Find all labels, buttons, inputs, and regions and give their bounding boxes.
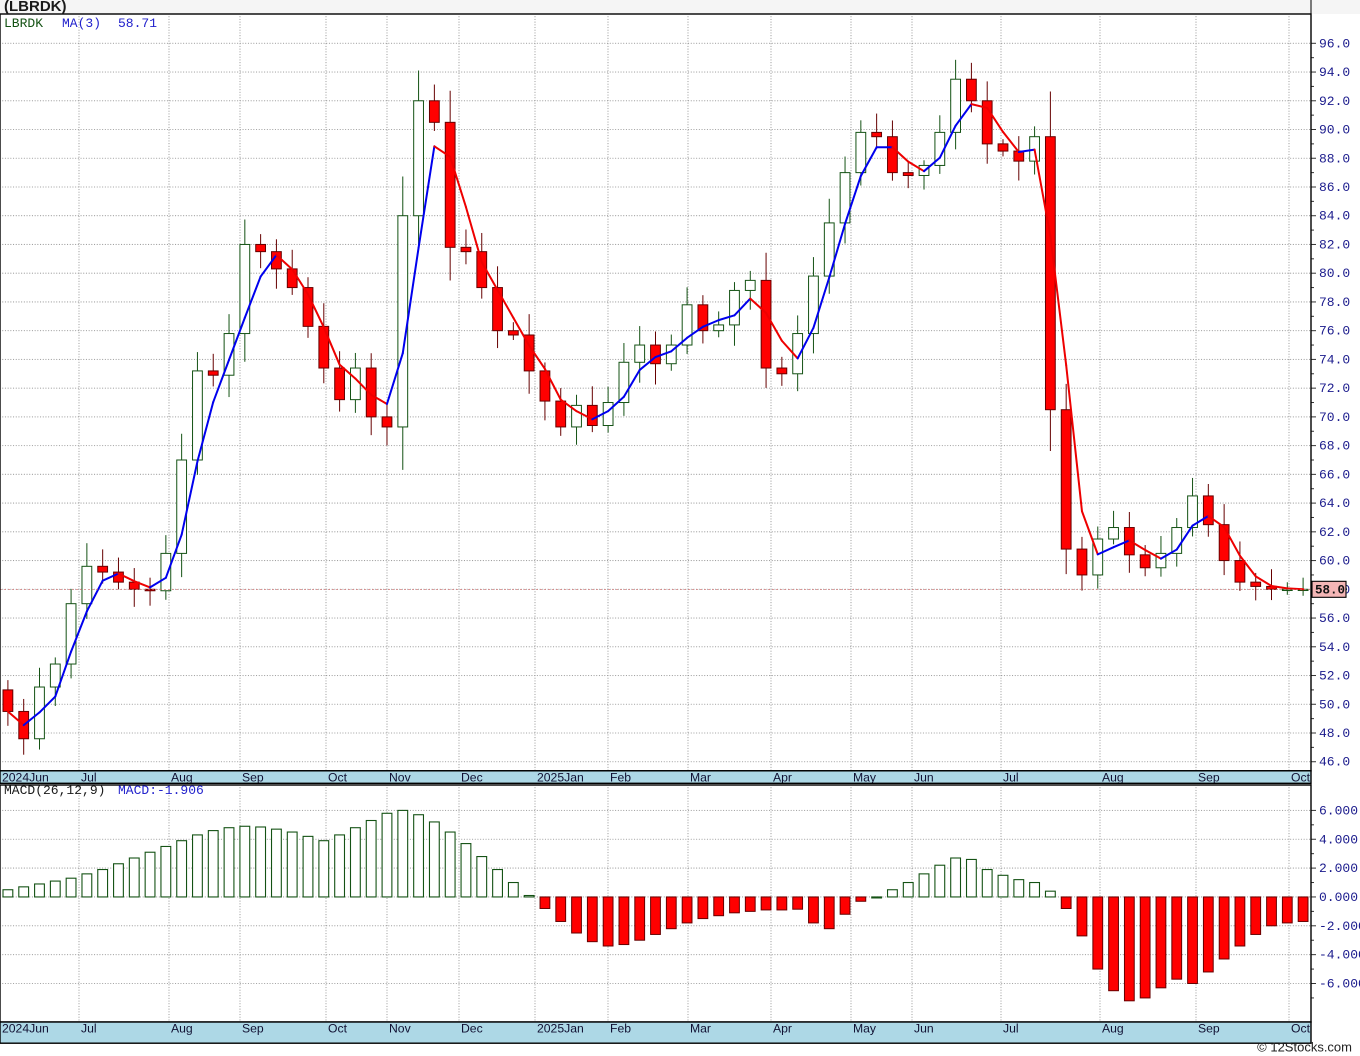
svg-text:Apr: Apr — [773, 770, 792, 784]
svg-text:2025Jan: 2025Jan — [537, 1022, 584, 1036]
svg-text:48.0: 48.0 — [1319, 726, 1350, 741]
svg-text:52.0: 52.0 — [1319, 669, 1350, 684]
svg-text:Sep: Sep — [1198, 1022, 1220, 1036]
svg-text:MA(3): MA(3) — [62, 16, 101, 31]
svg-text:54.0: 54.0 — [1319, 640, 1350, 655]
svg-text:Sep: Sep — [242, 1022, 264, 1036]
svg-text:60.0: 60.0 — [1319, 554, 1350, 569]
svg-text:Aug: Aug — [1102, 770, 1124, 784]
svg-text:Oct: Oct — [328, 1022, 348, 1036]
svg-text:Sep: Sep — [242, 770, 264, 784]
svg-text:May: May — [853, 1022, 877, 1036]
svg-text:© 12Stocks.com: © 12Stocks.com — [1257, 1040, 1352, 1055]
svg-text:Oct: Oct — [1291, 770, 1311, 784]
svg-text:46.0: 46.0 — [1319, 755, 1350, 770]
svg-text:6.000: 6.000 — [1319, 803, 1358, 818]
svg-text:Nov: Nov — [389, 770, 412, 784]
svg-text:-4.000: -4.000 — [1319, 948, 1360, 963]
svg-text:80.0: 80.0 — [1319, 266, 1350, 281]
svg-text:Aug: Aug — [171, 1022, 193, 1036]
svg-text:64.0: 64.0 — [1319, 496, 1350, 511]
svg-text:-2.000: -2.000 — [1319, 919, 1360, 934]
svg-text:74.0: 74.0 — [1319, 352, 1350, 367]
svg-text:Mar: Mar — [690, 1022, 711, 1036]
svg-text:Dec: Dec — [461, 1022, 483, 1036]
svg-text:62.0: 62.0 — [1319, 525, 1350, 540]
svg-text:88.0: 88.0 — [1319, 151, 1350, 166]
svg-text:Mar: Mar — [690, 770, 711, 784]
svg-text:92.0: 92.0 — [1319, 94, 1350, 109]
svg-text:Sep: Sep — [1198, 770, 1220, 784]
svg-text:2024Jun: 2024Jun — [2, 1022, 49, 1036]
svg-text:Oct: Oct — [1291, 1022, 1311, 1036]
svg-text:58.0: 58.0 — [1315, 583, 1345, 597]
svg-text:-6.000: -6.000 — [1319, 977, 1360, 992]
svg-text:94.0: 94.0 — [1319, 65, 1350, 80]
svg-text:Oct: Oct — [328, 770, 348, 784]
svg-text:96.0: 96.0 — [1319, 36, 1350, 51]
svg-text:86.0: 86.0 — [1319, 180, 1350, 195]
svg-text:LBRDK: LBRDK — [4, 16, 43, 31]
svg-text:Jul: Jul — [1003, 1022, 1019, 1036]
svg-text:66.0: 66.0 — [1319, 467, 1350, 482]
svg-text:Nov: Nov — [389, 1022, 412, 1036]
svg-text:72.0: 72.0 — [1319, 381, 1350, 396]
svg-text:Feb: Feb — [610, 770, 631, 784]
svg-text:May: May — [853, 770, 877, 784]
svg-text:2025Jan: 2025Jan — [537, 770, 584, 784]
svg-text:Dec: Dec — [461, 770, 483, 784]
svg-text:Jul: Jul — [1003, 770, 1019, 784]
svg-text:Feb: Feb — [610, 1022, 631, 1036]
svg-text:0.000: 0.000 — [1319, 890, 1358, 905]
svg-text:68.0: 68.0 — [1319, 439, 1350, 454]
svg-text:Jul: Jul — [81, 1022, 97, 1036]
svg-text:Jun: Jun — [914, 770, 934, 784]
svg-text:58.71: 58.71 — [118, 16, 157, 31]
svg-text:Aug: Aug — [1102, 1022, 1124, 1036]
svg-text:82.0: 82.0 — [1319, 237, 1350, 252]
svg-text:90.0: 90.0 — [1319, 123, 1350, 138]
svg-text:84.0: 84.0 — [1319, 209, 1350, 224]
svg-text:50.0: 50.0 — [1319, 697, 1350, 712]
svg-text:Jun: Jun — [914, 1022, 934, 1036]
svg-text:76.0: 76.0 — [1319, 324, 1350, 339]
svg-text:MACD:-1.906: MACD:-1.906 — [118, 783, 204, 798]
svg-text:2.000: 2.000 — [1319, 861, 1358, 876]
svg-text:(LBRDK): (LBRDK) — [4, 0, 66, 15]
svg-text:MACD(26,12,9): MACD(26,12,9) — [4, 783, 105, 798]
svg-text:4.000: 4.000 — [1319, 832, 1358, 847]
svg-text:56.0: 56.0 — [1319, 611, 1350, 626]
svg-text:78.0: 78.0 — [1319, 295, 1350, 310]
svg-text:70.0: 70.0 — [1319, 410, 1350, 425]
svg-text:Apr: Apr — [773, 1022, 792, 1036]
